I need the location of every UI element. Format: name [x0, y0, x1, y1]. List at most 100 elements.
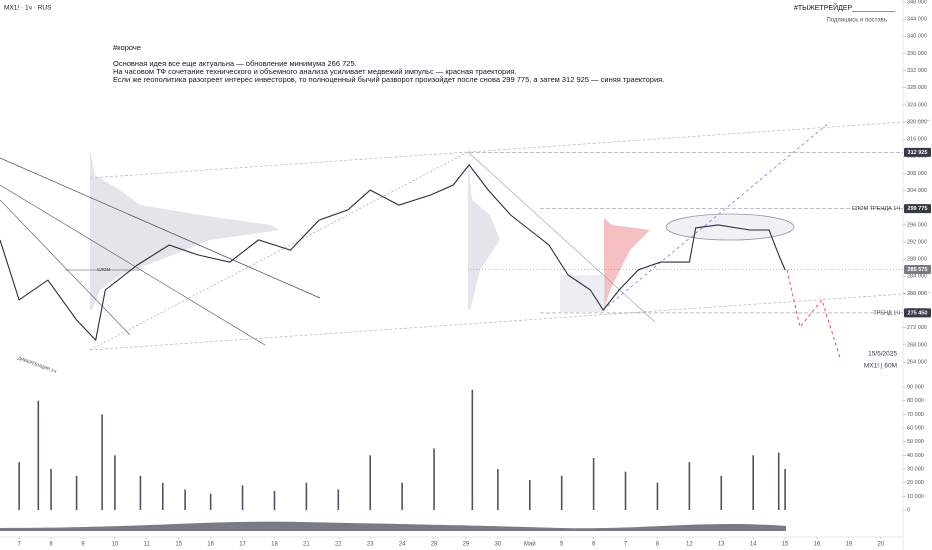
volume-bar [273, 490, 276, 510]
bull-path [602, 121, 831, 311]
level-name: ТРЕНД 1Ч [873, 310, 900, 316]
x-tick-label: 5 [560, 542, 564, 548]
volume-profile [468, 160, 500, 310]
y-tick-label: 60 000 [907, 425, 924, 431]
x-tick-label: 17 [239, 542, 246, 548]
x-tick-label: 7 [624, 542, 628, 548]
y-tick-label: 268 000 [907, 342, 927, 348]
volume-bar [209, 493, 212, 510]
brand: #ТЫЖЕТРЕЙДЕР___________ [794, 3, 895, 12]
y-tick-label: 320 000 [907, 119, 927, 125]
x-tick-label: 19 [846, 542, 853, 548]
note-tag: #короче [113, 43, 141, 52]
x-tick-label: Май [524, 541, 536, 548]
level-badge [904, 204, 931, 214]
volume-bar [401, 482, 403, 510]
level-label: 299 775 [908, 206, 928, 212]
volume-bar [184, 489, 186, 510]
x-tick-label: 23 [367, 542, 374, 548]
level-name: СЛОМ ТРЕНДА 1Ч [852, 206, 900, 212]
y-tick-label: 340 000 [907, 34, 927, 40]
x-tick-label: 22 [335, 542, 342, 548]
channel-line [467, 119, 932, 153]
x-tick-label: 28 [431, 542, 438, 548]
volume-bar [433, 448, 435, 510]
volume-bar [592, 458, 595, 510]
volume-profile-red [604, 218, 650, 310]
volume-bar [18, 462, 20, 510]
trend-line [0, 157, 321, 299]
y-tick-label: 30 000 [907, 466, 924, 472]
level-label: 312 925 [908, 150, 928, 156]
y-tick-label: 348 000 [907, 0, 927, 5]
x-tick-label: 9 [81, 542, 85, 548]
channel-line [89, 151, 469, 351]
y-tick-label: 296 000 [907, 222, 927, 228]
level-badge [904, 147, 931, 157]
annotation: СЛОМ [97, 267, 111, 272]
note-line: На часовом ТФ сочетание технического и о… [113, 67, 517, 76]
y-tick-label: 316 000 [907, 137, 927, 143]
level-label: 275 450 [908, 310, 928, 316]
channel-line [89, 151, 469, 179]
y-tick-label: 20 000 [907, 480, 924, 486]
volume-bar [75, 475, 78, 510]
y-tick-label: 304 000 [907, 188, 927, 194]
volume-bar [656, 482, 659, 510]
x-tick-label: 20 [878, 542, 885, 548]
level-badge [904, 265, 931, 275]
y-tick-label: 264 000 [907, 359, 927, 365]
x-tick-label: 11 [144, 542, 151, 548]
cta[interactable]: Подпишись и поставь [826, 18, 887, 24]
y-tick-label: 332 000 [907, 68, 927, 74]
x-tick-label: 18 [271, 542, 278, 548]
volume-bar [161, 482, 164, 510]
volume-bar [305, 482, 308, 510]
y-tick-label: 90 000 [907, 384, 924, 390]
y-tick-label: 344 000 [907, 17, 927, 23]
volume-bar [752, 455, 754, 510]
x-tick-label: 7 [17, 542, 21, 548]
volume-bar [777, 452, 780, 510]
volume-bar [101, 414, 103, 510]
x-tick-label: 21 [303, 542, 310, 548]
y-tick-label: 284 000 [907, 274, 927, 280]
volume-bar [528, 479, 531, 510]
volume-bar [37, 400, 40, 510]
volume-bar [369, 455, 372, 510]
trend-line [0, 184, 266, 346]
x-tick-label: 15 [782, 542, 789, 548]
y-tick-label: 70 000 [907, 412, 924, 418]
y-tick-label: 50 000 [907, 439, 924, 445]
x-tick-label: 13 [718, 542, 725, 548]
price-line [0, 164, 786, 342]
level-badge [904, 308, 931, 318]
volume-bar [337, 489, 340, 510]
channel-line [467, 151, 656, 323]
annotation: 15/5/2025 [868, 351, 897, 358]
y-tick-label: 40 000 [907, 453, 924, 459]
symbol: MX1! · 1ч · RUS [4, 5, 52, 12]
x-tick-label: 6 [592, 542, 596, 548]
volume-bar [139, 475, 142, 510]
x-tick-label: 15 [175, 542, 182, 548]
x-tick-label: 29 [463, 542, 470, 548]
y-tick-label: 324 000 [907, 102, 927, 108]
y-tick-label: 272 000 [907, 325, 927, 331]
volume-bar [720, 475, 723, 510]
volume-bar [560, 475, 563, 510]
oscillator [0, 521, 786, 531]
channel-line [89, 291, 932, 351]
annotation: MX1! | 60M [864, 363, 897, 370]
level-label: 285 575 [908, 267, 928, 273]
y-tick-label: 292 000 [907, 239, 927, 245]
volume-bar [471, 389, 474, 510]
x-tick-label: 10 [112, 542, 119, 548]
y-tick-label: 308 000 [907, 171, 927, 177]
y-tick-label: 288 000 [907, 257, 927, 263]
volume-bar [624, 471, 627, 510]
trend-line [0, 199, 131, 336]
